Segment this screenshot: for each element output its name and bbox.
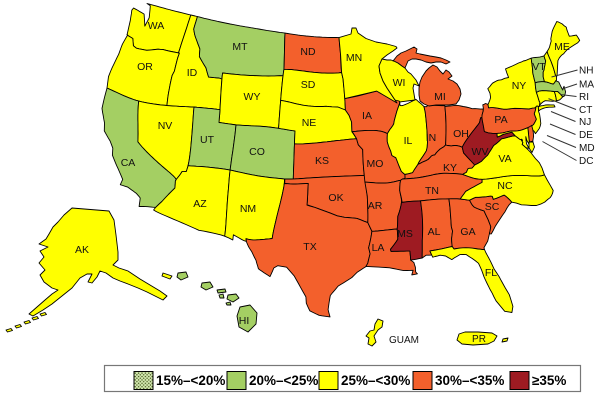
svg-text:PA: PA: [494, 114, 507, 126]
svg-text:30%–<35%: 30%–<35%: [435, 373, 504, 388]
svg-text:20%–<25%: 20%–<25%: [249, 373, 318, 388]
svg-text:MD: MD: [579, 143, 595, 154]
svg-text:NY: NY: [512, 80, 527, 92]
svg-text:15%–<20%: 15%–<20%: [156, 373, 225, 388]
svg-text:NC: NC: [497, 180, 513, 192]
svg-text:IN: IN: [426, 132, 437, 144]
svg-text:UT: UT: [200, 134, 215, 146]
svg-text:NE: NE: [302, 117, 317, 129]
svg-text:MO: MO: [367, 158, 384, 170]
svg-text:TN: TN: [425, 185, 439, 197]
svg-text:RI: RI: [579, 92, 589, 103]
svg-text:DE: DE: [579, 130, 593, 141]
svg-text:WI: WI: [393, 77, 406, 89]
svg-text:CT: CT: [579, 105, 592, 116]
svg-text:CO: CO: [249, 146, 265, 158]
svg-text:MN: MN: [346, 52, 362, 64]
svg-text:WA: WA: [148, 20, 165, 32]
svg-text:DC: DC: [579, 156, 593, 167]
svg-text:GUAM: GUAM: [389, 335, 419, 346]
svg-text:PR: PR: [472, 334, 486, 345]
svg-text:NV: NV: [158, 120, 173, 132]
svg-text:OR: OR: [137, 61, 153, 73]
svg-text:SC: SC: [485, 201, 500, 213]
svg-text:HI: HI: [239, 315, 250, 327]
svg-text:AL: AL: [428, 226, 441, 238]
svg-text:≥35%: ≥35%: [532, 373, 566, 388]
svg-text:ID: ID: [187, 67, 198, 79]
svg-text:25%–<30%: 25%–<30%: [341, 373, 410, 388]
svg-text:AZ: AZ: [193, 198, 207, 210]
svg-text:MI: MI: [434, 91, 446, 103]
svg-text:FL: FL: [485, 267, 497, 279]
svg-text:AR: AR: [368, 200, 383, 212]
svg-text:IA: IA: [362, 110, 372, 122]
svg-text:NJ: NJ: [579, 117, 591, 128]
svg-text:SD: SD: [301, 79, 316, 91]
svg-text:WV: WV: [472, 146, 489, 158]
svg-text:KS: KS: [315, 155, 329, 167]
svg-text:LA: LA: [372, 242, 385, 254]
svg-text:GA: GA: [460, 226, 475, 238]
svg-text:WY: WY: [244, 91, 261, 103]
svg-text:VA: VA: [498, 153, 511, 165]
svg-text:AK: AK: [75, 244, 89, 256]
svg-text:MT: MT: [232, 41, 248, 53]
svg-text:MS: MS: [397, 228, 413, 240]
svg-text:NM: NM: [240, 203, 256, 215]
svg-text:NH: NH: [579, 66, 593, 77]
svg-text:IL: IL: [404, 135, 413, 147]
svg-text:CA: CA: [121, 157, 136, 169]
svg-text:TX: TX: [303, 241, 316, 253]
svg-text:MA: MA: [579, 80, 594, 91]
svg-text:ND: ND: [300, 46, 316, 58]
svg-text:VT: VT: [532, 61, 546, 73]
svg-text:OH: OH: [453, 128, 469, 140]
svg-text:KY: KY: [443, 162, 457, 174]
svg-text:ME: ME: [554, 41, 570, 53]
svg-text:OK: OK: [328, 192, 343, 204]
